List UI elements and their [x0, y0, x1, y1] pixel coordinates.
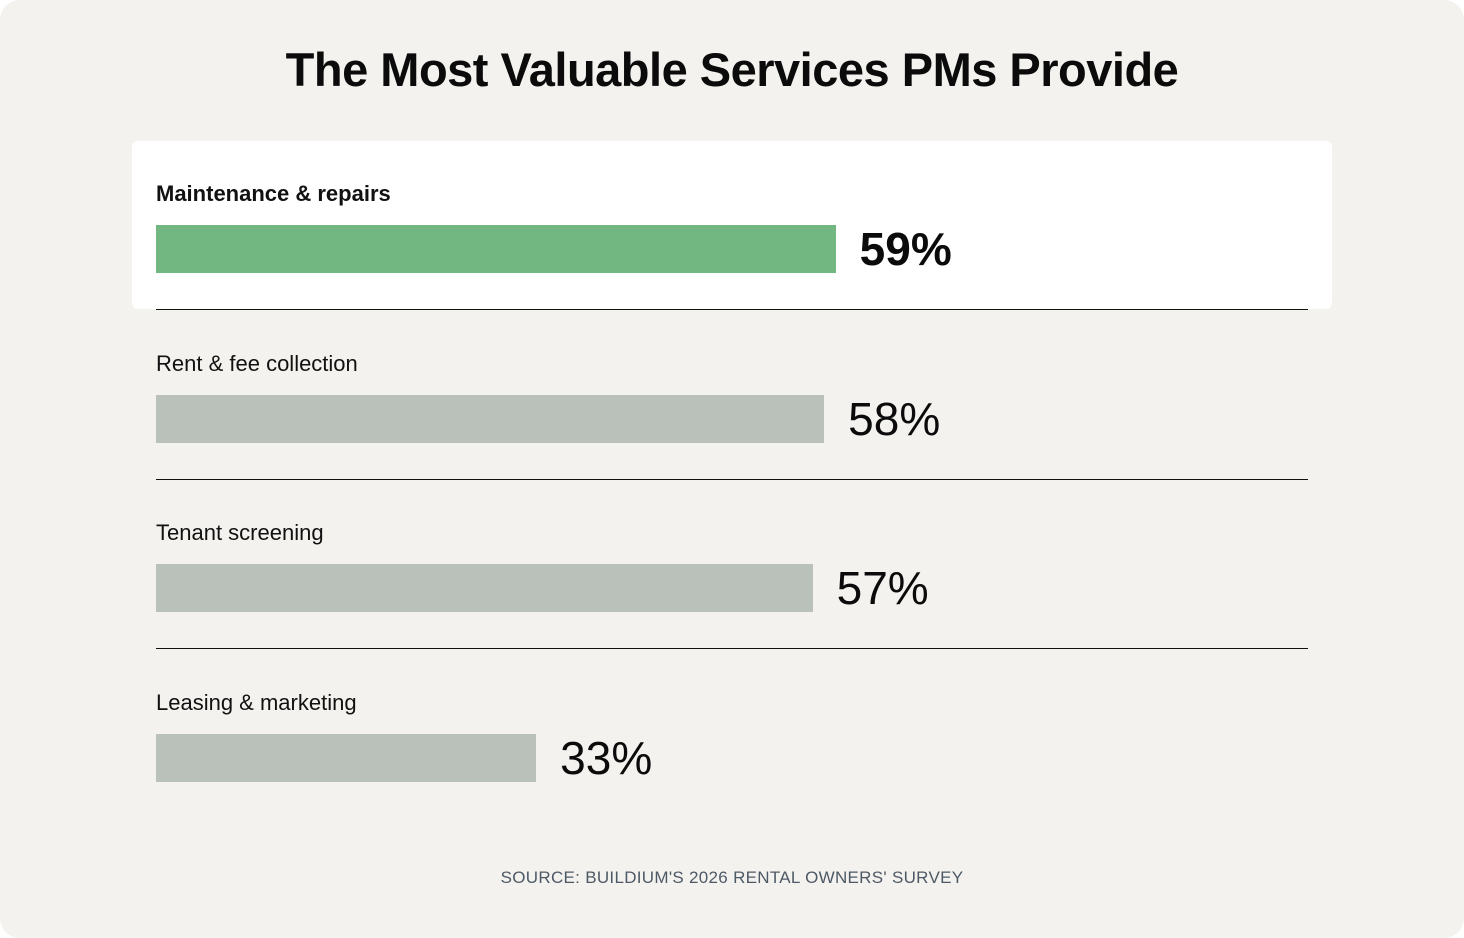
- value-label: 57%: [836, 562, 929, 614]
- category-label: Maintenance & repairs: [156, 181, 391, 206]
- row-divider: [156, 309, 1308, 310]
- bar: [156, 564, 813, 612]
- row-divider: [156, 478, 1308, 480]
- value-label: 58%: [848, 392, 941, 445]
- bar-row-leasing-and-marketing: Leasing & marketing 33%: [156, 650, 1308, 820]
- value-label: 33%: [560, 731, 653, 784]
- bar: [156, 733, 537, 782]
- row-divider: [156, 648, 1308, 649]
- chart-title: The Most Valuable Services PMs Provide: [285, 43, 1179, 96]
- category-label: Tenant screening: [156, 520, 324, 545]
- bar-row-maintenance-and-repairs: Maintenance & repairs 59%: [156, 141, 1308, 311]
- bar-row-tenant-screening: Tenant screening 57%: [156, 480, 1308, 650]
- category-label: Rent & fee collection: [156, 350, 358, 376]
- category-label: Leasing & marketing: [156, 689, 357, 715]
- bar: [156, 394, 825, 443]
- value-label: 59%: [859, 223, 952, 275]
- bar: [156, 225, 836, 273]
- source-note: SOURCE: BUILDIUM'S 2026 RENTAL OWNERS' S…: [500, 868, 964, 887]
- bar-row-rent-and-fee-collection: Rent & fee collection 58%: [156, 311, 1308, 481]
